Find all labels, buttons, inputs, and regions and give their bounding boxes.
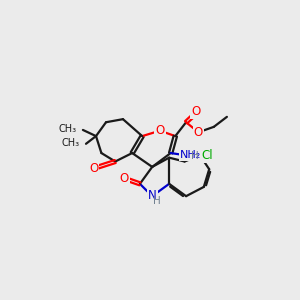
Text: O: O xyxy=(191,105,201,118)
Text: O: O xyxy=(194,126,203,139)
Text: O: O xyxy=(89,162,98,175)
Text: H: H xyxy=(191,151,198,161)
Text: H: H xyxy=(153,196,161,206)
Text: CH₃: CH₃ xyxy=(58,124,77,134)
Text: Cl: Cl xyxy=(202,149,214,162)
Text: N: N xyxy=(148,189,157,202)
Text: O: O xyxy=(120,172,129,185)
Text: CH₃: CH₃ xyxy=(62,138,80,148)
Text: O: O xyxy=(155,124,164,137)
Text: NH₂: NH₂ xyxy=(180,150,201,160)
